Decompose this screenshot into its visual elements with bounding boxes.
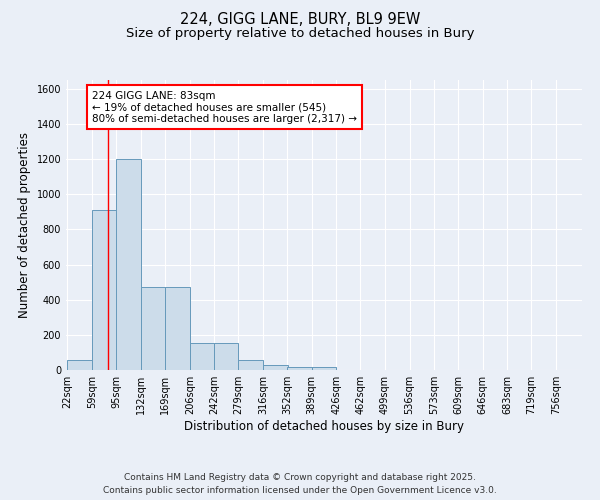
Bar (67, 360, 92, 370)
X-axis label: Distribution of detached houses by size in Bury: Distribution of detached houses by size … (184, 420, 464, 433)
Bar (287, 368, 311, 370)
Bar (92, 210, 116, 370)
Bar (238, 360, 263, 370)
Bar (165, 286, 190, 370)
Bar (190, 343, 214, 370)
Bar (140, 286, 165, 370)
Text: Contains HM Land Registry data © Crown copyright and database right 2025.: Contains HM Land Registry data © Crown c… (124, 474, 476, 482)
Text: Contains public sector information licensed under the Open Government Licence v3: Contains public sector information licen… (103, 486, 497, 495)
Bar (214, 343, 238, 370)
Bar (116, 159, 140, 370)
Bar (311, 368, 337, 370)
Y-axis label: Number of detached properties: Number of detached properties (18, 132, 31, 318)
Bar (263, 364, 288, 370)
Text: 224, GIGG LANE, BURY, BL9 9EW: 224, GIGG LANE, BURY, BL9 9EW (180, 12, 420, 28)
Text: Size of property relative to detached houses in Bury: Size of property relative to detached ho… (126, 28, 474, 40)
Text: 224 GIGG LANE: 83sqm
← 19% of detached houses are smaller (545)
80% of semi-deta: 224 GIGG LANE: 83sqm ← 19% of detached h… (92, 90, 357, 124)
